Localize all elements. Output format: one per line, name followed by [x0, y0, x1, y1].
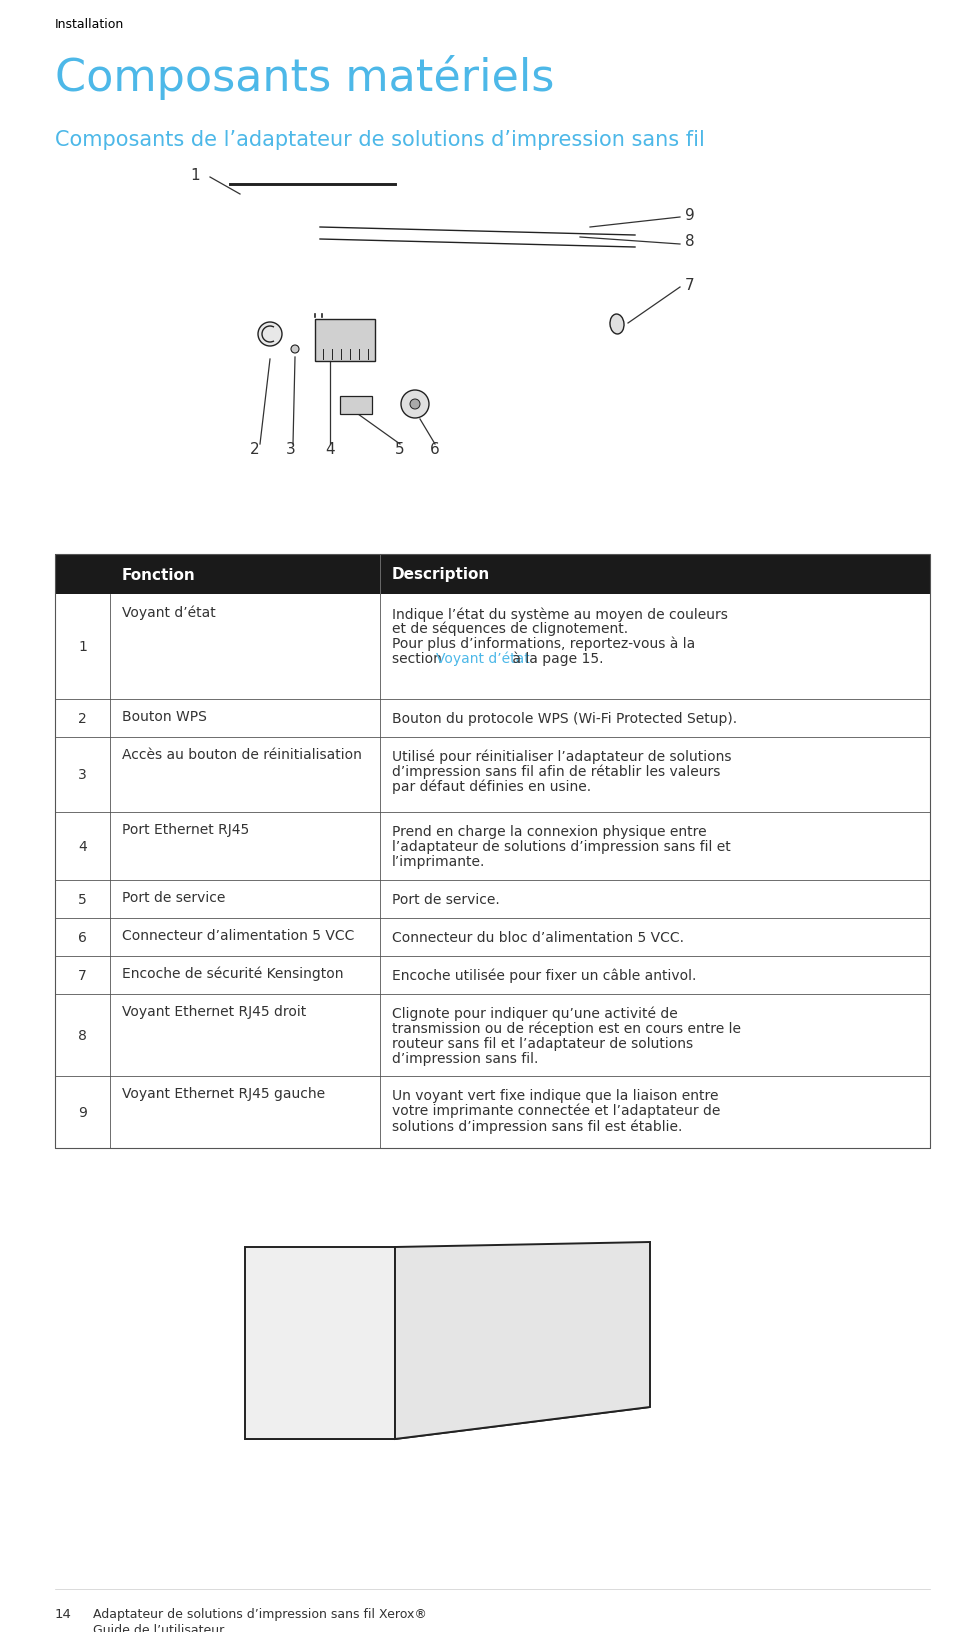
Text: Connecteur du bloc d’alimentation 5 VCC.: Connecteur du bloc d’alimentation 5 VCC. — [392, 930, 683, 945]
Circle shape — [409, 400, 419, 410]
Text: 7: 7 — [685, 277, 694, 292]
Text: 2: 2 — [78, 712, 87, 726]
Text: Voyant d’état: Voyant d’état — [122, 604, 216, 619]
Bar — [55, 813, 929, 880]
Text: 8: 8 — [685, 235, 694, 250]
Bar — [55, 1077, 929, 1149]
Text: d’impression sans fil.: d’impression sans fil. — [392, 1051, 537, 1066]
Text: Voyant d’état: Voyant d’état — [436, 651, 530, 666]
Text: Un voyant vert fixe indique que la liaison entre: Un voyant vert fixe indique que la liais… — [392, 1089, 718, 1102]
Text: 4: 4 — [325, 442, 334, 457]
Text: Voyant Ethernet RJ45 gauche: Voyant Ethernet RJ45 gauche — [122, 1087, 324, 1100]
Circle shape — [401, 390, 429, 419]
Ellipse shape — [610, 315, 623, 335]
Text: l’adaptateur de solutions d’impression sans fil et: l’adaptateur de solutions d’impression s… — [392, 839, 730, 854]
Text: Adaptateur de solutions d’impression sans fil Xerox®: Adaptateur de solutions d’impression san… — [93, 1608, 426, 1621]
Bar — [55, 956, 929, 994]
Text: 9: 9 — [78, 1105, 87, 1120]
Polygon shape — [245, 1247, 395, 1439]
Text: 5: 5 — [78, 893, 87, 906]
Text: 14: 14 — [55, 1608, 71, 1621]
Text: Port de service.: Port de service. — [392, 893, 499, 906]
Text: Composants de l’adaptateur de solutions d’impression sans fil: Composants de l’adaptateur de solutions … — [55, 131, 704, 150]
Text: solutions d’impression sans fil est établie.: solutions d’impression sans fil est étab… — [392, 1118, 682, 1133]
Circle shape — [291, 346, 299, 354]
Text: 4: 4 — [78, 839, 87, 854]
Bar — [340, 397, 371, 415]
Text: Voyant Ethernet RJ45 droit: Voyant Ethernet RJ45 droit — [122, 1004, 306, 1018]
Text: Composants matériels: Composants matériels — [55, 55, 554, 100]
Text: Prend en charge la connexion physique entre: Prend en charge la connexion physique en… — [392, 824, 706, 839]
Polygon shape — [395, 1242, 650, 1439]
Text: à la page 15.: à la page 15. — [507, 651, 603, 666]
Text: Utilisé pour réinitialiser l’adaptateur de solutions: Utilisé pour réinitialiser l’adaptateur … — [392, 749, 731, 764]
Text: Description: Description — [392, 568, 489, 583]
Text: Encoche utilisée pour fixer un câble antivol.: Encoche utilisée pour fixer un câble ant… — [392, 968, 696, 982]
Text: Accès au bouton de réinitialisation: Accès au bouton de réinitialisation — [122, 747, 361, 762]
Text: Fonction: Fonction — [122, 568, 195, 583]
Text: 8: 8 — [78, 1028, 87, 1043]
Text: Pour plus d’informations, reportez-vous à la: Pour plus d’informations, reportez-vous … — [392, 636, 695, 651]
Text: 2: 2 — [250, 442, 260, 457]
Bar — [55, 994, 929, 1077]
Text: Bouton WPS: Bouton WPS — [122, 710, 207, 723]
Text: section: section — [392, 651, 446, 666]
Bar — [315, 320, 374, 362]
Text: 6: 6 — [78, 930, 87, 945]
Text: Port de service: Port de service — [122, 891, 225, 904]
Bar — [55, 919, 929, 956]
Text: 3: 3 — [286, 442, 296, 457]
Text: par défaut définies en usine.: par défaut définies en usine. — [392, 780, 590, 795]
Text: et de séquences de clignotement.: et de séquences de clignotement. — [392, 622, 627, 636]
Text: 3: 3 — [78, 769, 87, 782]
Text: Connecteur d’alimentation 5 VCC: Connecteur d’alimentation 5 VCC — [122, 929, 354, 942]
Text: votre imprimante connectée et l’adaptateur de: votre imprimante connectée et l’adaptate… — [392, 1103, 720, 1118]
Text: 6: 6 — [430, 442, 440, 457]
Text: Encoche de sécurité Kensington: Encoche de sécurité Kensington — [122, 966, 343, 981]
Bar — [55, 555, 929, 594]
Text: Clignote pour indiquer qu’une activité de: Clignote pour indiquer qu’une activité d… — [392, 1007, 677, 1022]
Bar — [55, 700, 929, 738]
Text: Indique l’état du système au moyen de couleurs: Indique l’état du système au moyen de co… — [392, 607, 727, 622]
Text: 1: 1 — [190, 168, 199, 183]
Bar — [55, 555, 929, 1149]
Circle shape — [258, 323, 281, 346]
Bar — [55, 880, 929, 919]
Text: Guide de l’utilisateur: Guide de l’utilisateur — [93, 1622, 224, 1632]
Text: 9: 9 — [685, 207, 695, 222]
Text: routeur sans fil et l’adaptateur de solutions: routeur sans fil et l’adaptateur de solu… — [392, 1036, 693, 1051]
Text: transmission ou de réception est en cours entre le: transmission ou de réception est en cour… — [392, 1022, 741, 1036]
Bar — [55, 594, 929, 700]
Text: Bouton du protocole WPS (Wi-Fi Protected Setup).: Bouton du protocole WPS (Wi-Fi Protected… — [392, 712, 737, 726]
Text: 7: 7 — [78, 968, 87, 982]
Text: Port Ethernet RJ45: Port Ethernet RJ45 — [122, 823, 249, 837]
Bar — [55, 738, 929, 813]
Text: 5: 5 — [395, 442, 404, 457]
Text: Installation: Installation — [55, 18, 124, 31]
Text: l’imprimante.: l’imprimante. — [392, 855, 485, 868]
Polygon shape — [245, 1407, 650, 1439]
Text: d’impression sans fil afin de rétablir les valeurs: d’impression sans fil afin de rétablir l… — [392, 764, 720, 778]
Text: 1: 1 — [78, 640, 87, 654]
